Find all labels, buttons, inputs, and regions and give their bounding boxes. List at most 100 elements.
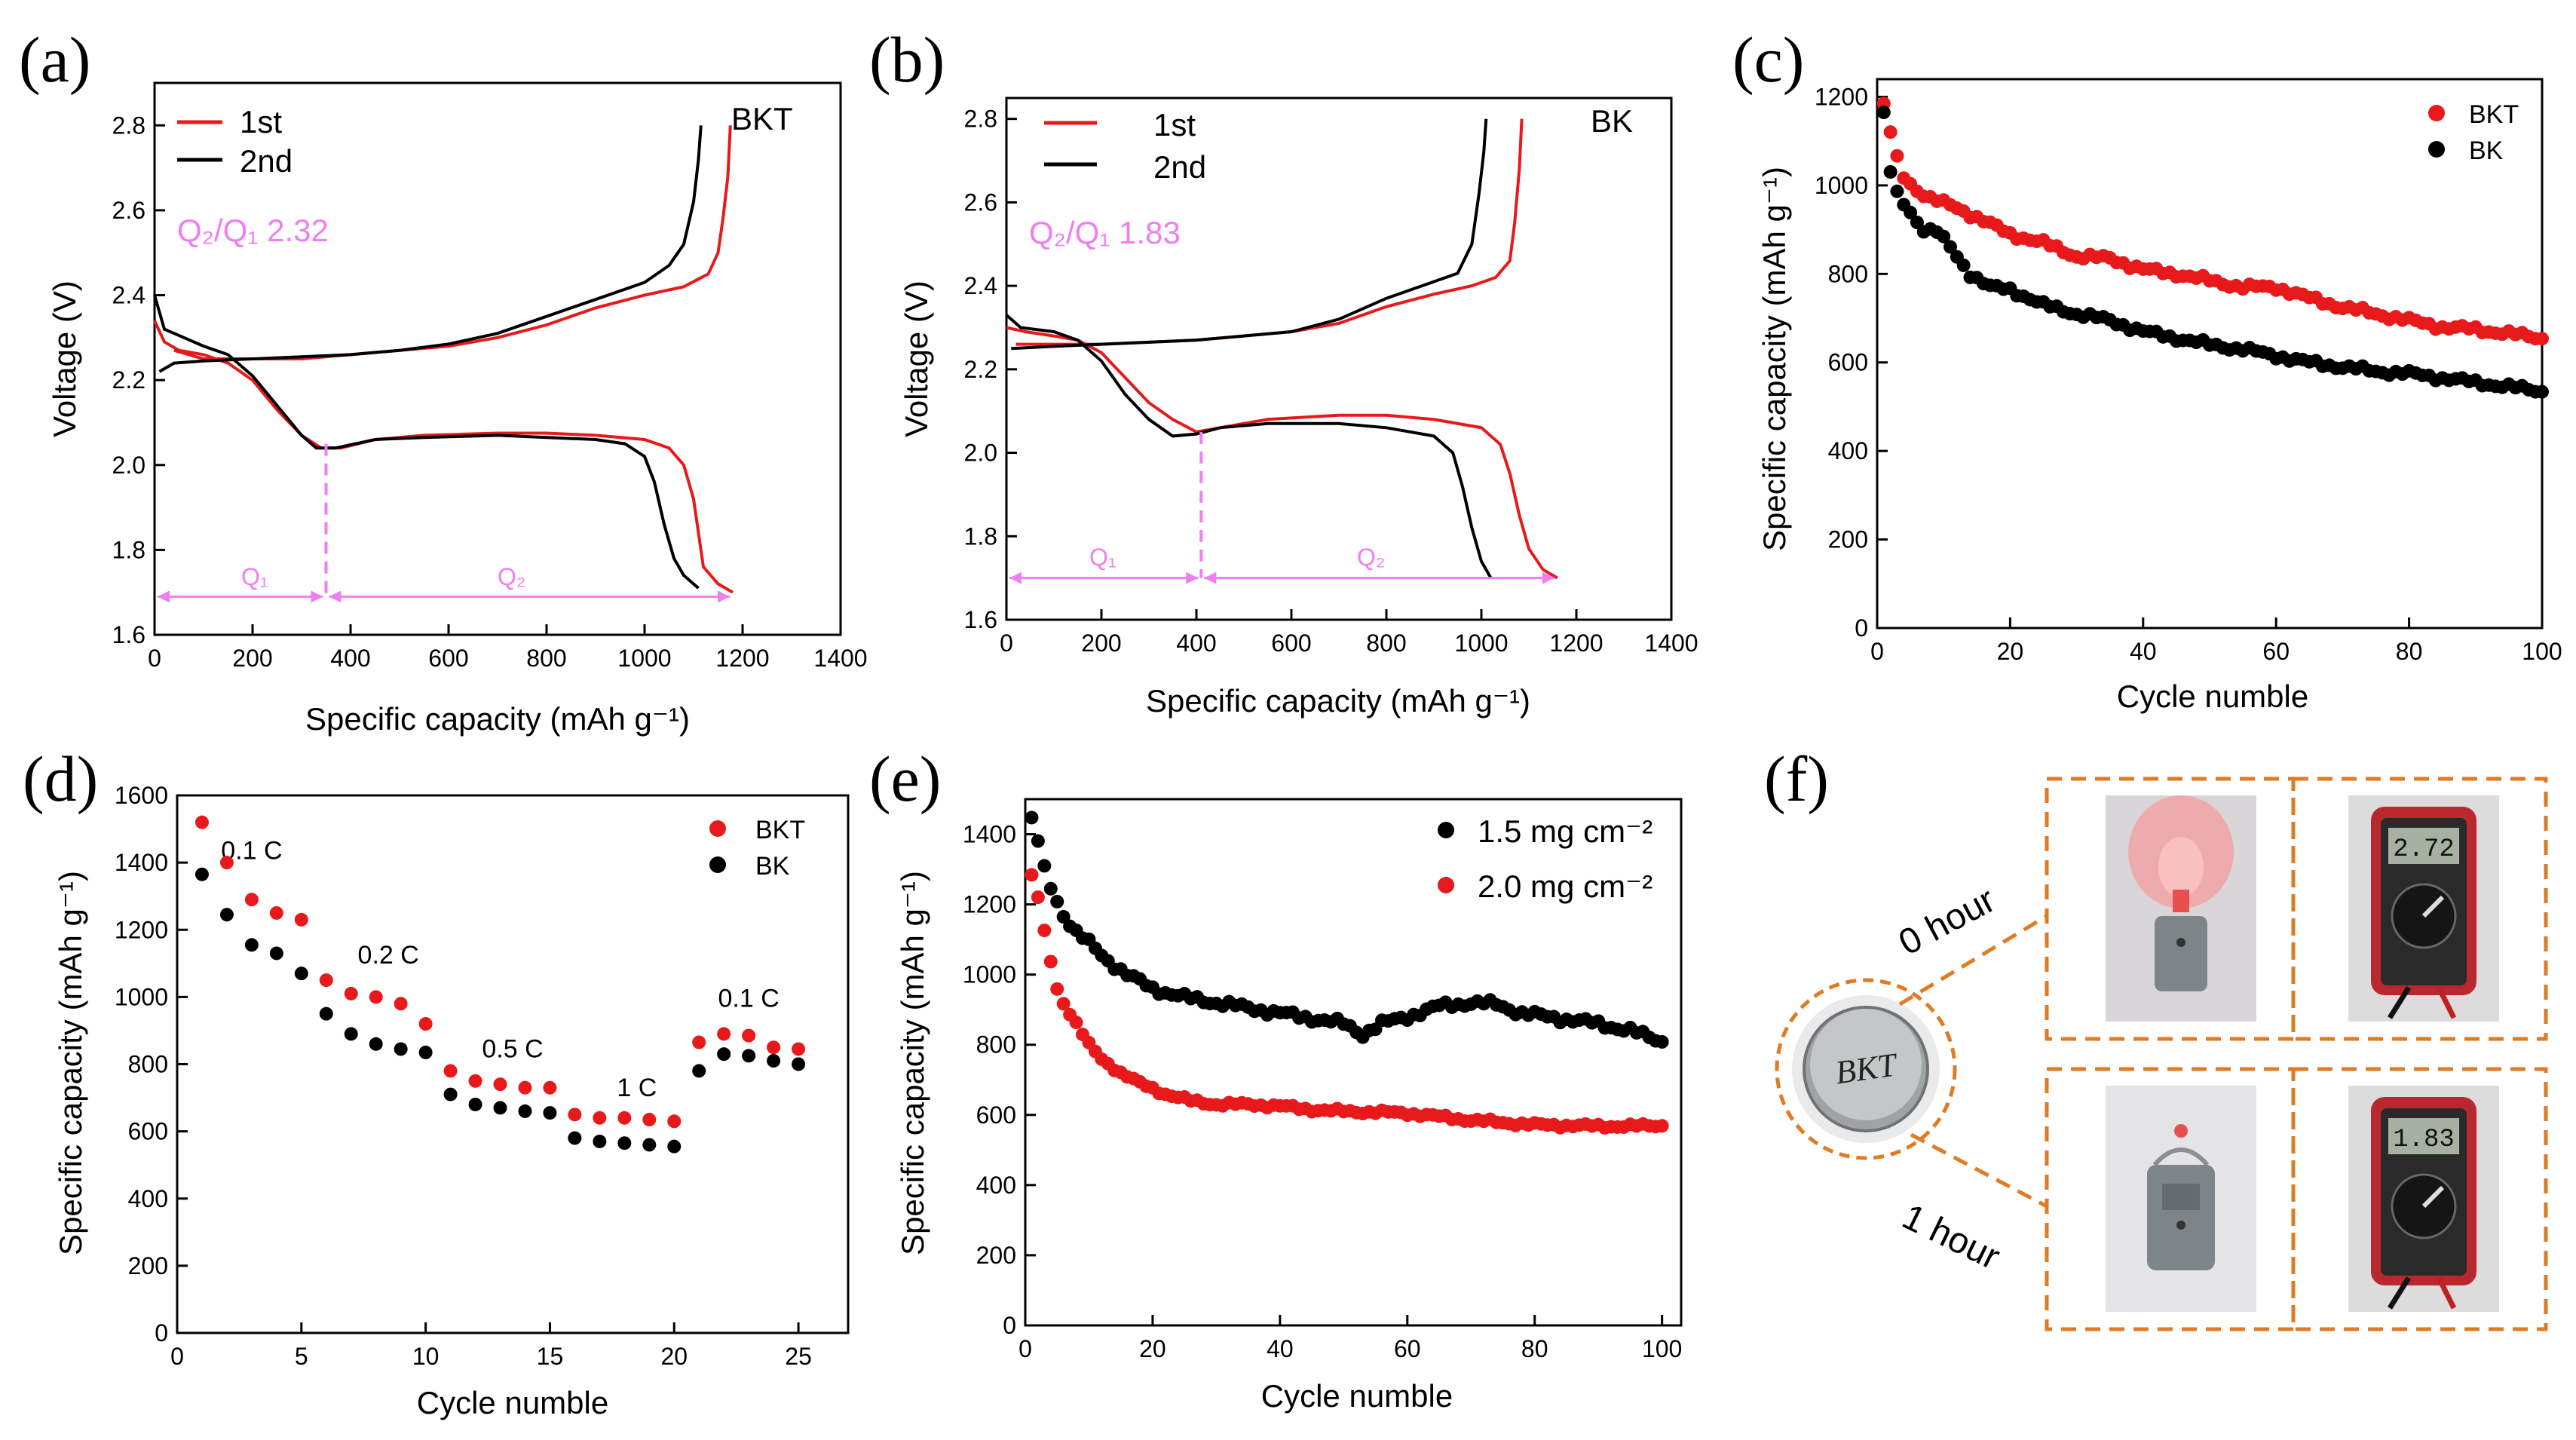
y-tick-label: 1.8 xyxy=(112,536,145,563)
x-tick-label: 200 xyxy=(232,645,272,672)
x-tick-label: 20 xyxy=(1139,1335,1166,1362)
point-BK xyxy=(518,1104,532,1118)
panel-d-legend-bkt-marker xyxy=(709,820,726,837)
panel-b-ylabel: Voltage (V) xyxy=(899,280,934,437)
point-BK xyxy=(244,938,259,952)
panel-d-legend-bkt: BKT xyxy=(755,816,805,844)
panel-d-letter: (d) xyxy=(23,743,98,815)
panel-b-frame xyxy=(1005,97,1673,621)
coin-cell-face xyxy=(1810,1009,1922,1120)
point-BK xyxy=(1943,240,1958,254)
x-tick-label: 400 xyxy=(1176,630,1216,657)
y-tick-label: 1200 xyxy=(1815,83,1868,110)
y-tick-label: 1400 xyxy=(963,821,1016,848)
point-BKT xyxy=(767,1040,781,1055)
point-BKT xyxy=(518,1080,532,1095)
curve-2nd-discharge xyxy=(1005,314,1493,579)
y-tick-label: 200 xyxy=(976,1242,1016,1269)
point-BKT xyxy=(692,1035,706,1049)
x-tick-label: 0 xyxy=(1018,1335,1032,1362)
panel-a-ratio-label: Q₂/Q₁ 2.32 xyxy=(177,213,329,248)
y-tick-label: 400 xyxy=(976,1172,1016,1199)
x-tick-label: 1400 xyxy=(1644,630,1698,657)
led-photo-0h xyxy=(2106,795,2256,1022)
panel-a-q1-label: Q₁ xyxy=(241,563,268,590)
x-tick-label: 200 xyxy=(1081,630,1121,657)
point-BKT xyxy=(244,893,259,907)
panel-e-letter: (e) xyxy=(869,743,941,815)
point-2.0-mg-cm⁻² xyxy=(1031,890,1045,905)
arrow-head xyxy=(1204,571,1217,584)
curve-2nd-charge xyxy=(1011,118,1488,351)
y-tick-label: 2.8 xyxy=(964,106,997,133)
time-label-1h: 1 hour xyxy=(1896,1196,2006,1277)
point-BK xyxy=(369,1037,383,1051)
y-tick-label: 2.6 xyxy=(964,188,997,216)
photo-box-meter-1h xyxy=(2291,1067,2548,1331)
panel-b-sample-label: BK xyxy=(1591,103,1633,139)
y-tick-label: 1200 xyxy=(963,891,1016,918)
connector-bottom xyxy=(1910,1132,2048,1209)
panel-b-xlabel: Specific capacity (mAh g⁻¹) xyxy=(1146,683,1530,718)
x-tick-label: 20 xyxy=(1997,638,2024,665)
point-BK xyxy=(667,1139,682,1154)
point-2.0-mg-cm⁻² xyxy=(1043,954,1058,969)
panel-c-legend-bkt-marker xyxy=(2428,105,2445,121)
y-tick-label: 2.4 xyxy=(964,272,997,299)
point-BK xyxy=(767,1054,781,1068)
panel-a-ylabel: Voltage (V) xyxy=(47,280,82,437)
panel-a-legend-1st: 1st xyxy=(240,104,282,139)
panel-c-xlabel: Cycle numble xyxy=(2117,679,2308,714)
point-1.5-mg-cm⁻² xyxy=(1037,859,1052,873)
point-BK xyxy=(493,1101,507,1115)
led-photo-1h xyxy=(2106,1086,2256,1312)
point-BKT xyxy=(742,1028,756,1043)
panel-a-sample-label: BKT xyxy=(731,101,793,136)
x-tick-label: 60 xyxy=(2262,638,2290,665)
panel-c: (c) BKT BK Cycle numble Specific capacit… xyxy=(1732,23,2544,714)
point-1.5-mg-cm⁻² xyxy=(1043,881,1058,896)
y-tick-label: 1400 xyxy=(115,849,168,876)
point-BK xyxy=(642,1138,657,1152)
meter-reading-1h: 1.83 xyxy=(2393,1126,2455,1154)
panel-c-legend-bk: BK xyxy=(2469,136,2504,165)
x-tick-label: 25 xyxy=(785,1343,812,1370)
point-BK xyxy=(792,1057,806,1071)
panel-d-frame xyxy=(176,794,850,1334)
x-tick-label: 0 xyxy=(1870,638,1884,665)
panel-b-letter: (b) xyxy=(869,23,945,96)
point-1.5-mg-cm⁻² xyxy=(1031,834,1045,848)
point-BK xyxy=(443,1087,458,1101)
panel-a: (a) BKT Q₂/Q₁ 2.32 1st 2nd Q₁ Q₂ Specifi… xyxy=(19,23,842,737)
point-BKT xyxy=(667,1114,682,1129)
point-BK xyxy=(269,946,283,961)
x-tick-label: 0 xyxy=(170,1343,184,1370)
point-BK xyxy=(394,1042,408,1056)
x-tick-label: 1200 xyxy=(715,645,769,672)
y-tick-label: 600 xyxy=(976,1101,1016,1129)
point-BK xyxy=(1883,165,1898,179)
x-tick-label: 100 xyxy=(2522,638,2562,665)
panel-b-legend-1st: 1st xyxy=(1153,107,1196,142)
x-tick-label: 600 xyxy=(1271,630,1311,657)
arrow-head xyxy=(329,590,342,603)
point-1.5-mg-cm⁻² xyxy=(1655,1034,1669,1049)
y-tick-label: 800 xyxy=(1828,260,1868,287)
y-tick-label: 0 xyxy=(155,1319,168,1347)
x-tick-label: 15 xyxy=(537,1343,564,1370)
y-tick-label: 1.6 xyxy=(112,621,145,648)
panel-b-q1-label: Q₁ xyxy=(1089,544,1116,571)
point-1.5-mg-cm⁻² xyxy=(1025,810,1039,825)
panel-c-ylabel: Specific capacity (mAh g⁻¹) xyxy=(1757,167,1792,551)
y-tick-label: 600 xyxy=(128,1118,168,1145)
multimeter-photo-1h: 1.83 xyxy=(2348,1086,2499,1312)
meter-reading-0h: 2.72 xyxy=(2393,835,2455,864)
point-BK xyxy=(568,1131,582,1145)
x-tick-label: 20 xyxy=(660,1343,688,1370)
point-BK xyxy=(1937,229,1951,244)
point-BKT xyxy=(1883,125,1898,139)
panel-d-legend-bk: BK xyxy=(755,852,790,881)
y-tick-label: 1200 xyxy=(115,916,168,943)
arrow-head xyxy=(718,590,730,603)
